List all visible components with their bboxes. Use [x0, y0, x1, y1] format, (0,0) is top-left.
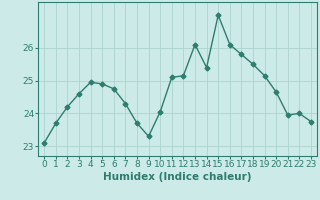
X-axis label: Humidex (Indice chaleur): Humidex (Indice chaleur) — [103, 172, 252, 182]
